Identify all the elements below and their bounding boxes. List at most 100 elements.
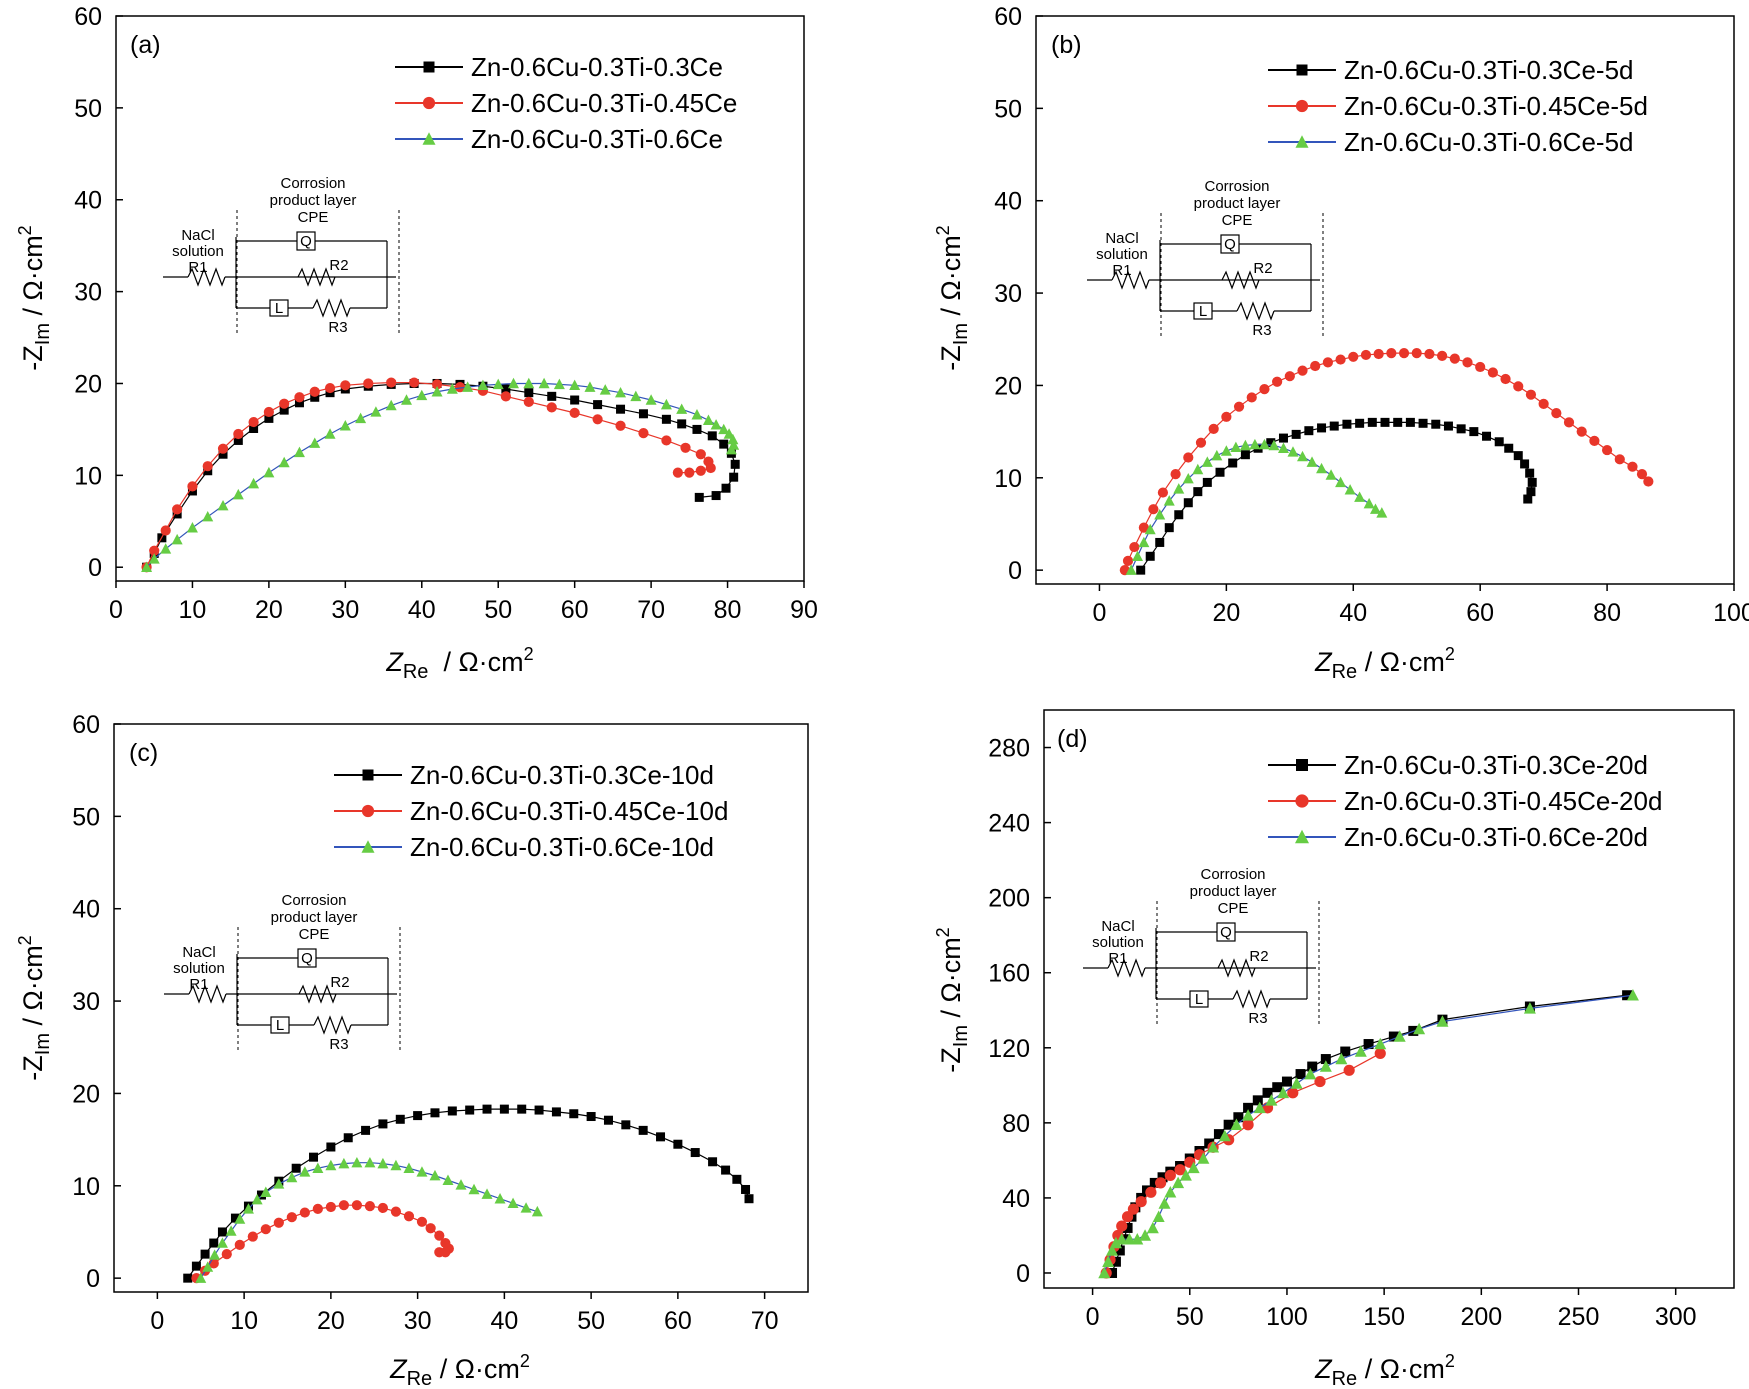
data-point [482,1104,492,1114]
data-point [1155,1177,1167,1189]
data-point [340,380,351,391]
data-point [1335,354,1346,365]
x-axis-title-c: ZRe / Ω·cm2 [389,1351,530,1389]
data-point [1233,401,1245,412]
data-point [416,1216,428,1227]
legend-label: Zn-0.6Cu-0.3Ti-0.3Ce-5d [1344,55,1634,85]
panel-a: NaCl solution R1 Corrosion product layer… [15,3,818,683]
data-point [1145,1186,1157,1198]
data-point [1398,348,1410,359]
y-tick-label: 60 [74,3,102,31]
data-point [1277,442,1289,453]
y-title-sub: Im [950,323,972,345]
data-point [217,499,229,511]
data-point [1494,437,1504,447]
data-point [727,433,739,445]
data-point [325,1159,337,1171]
y-axis-title-a: -ZIm / Ω·cm2 [15,225,54,370]
x-tick-label: 0 [109,596,123,624]
data-point [1316,462,1328,474]
y-tick-label: 40 [72,896,100,924]
circuit-label-r2: R2 [1249,948,1268,965]
data-point [1242,1109,1255,1121]
data-point [1563,417,1575,428]
legend-c: Zn-0.6Cu-0.3Ti-0.3Ce-10d Zn-0.6Cu-0.3Ti-0… [334,760,728,862]
data-point [278,456,290,468]
circuit-label-r1: R1 [189,976,208,993]
series-square [142,378,740,572]
data-point [499,1104,509,1114]
x-tick-label: 40 [490,1307,518,1335]
data-point [1114,1245,1125,1256]
series-triangle [1098,988,1639,1279]
circuit-label-corrosion: Corrosion [280,175,345,192]
x-tick-label: 80 [714,596,742,624]
circuit-label-r1: R1 [1108,950,1127,967]
plot-frame [113,723,809,1293]
data-point [186,521,198,533]
data-point [661,414,671,424]
data-point [370,406,382,417]
data-point [1220,445,1232,456]
data-point [1335,476,1347,488]
data-point [1272,376,1283,387]
data-point [1386,348,1397,359]
data-point [673,1139,683,1149]
series-triangle [141,377,740,572]
circuit-label-l: L [276,1017,284,1034]
data-point [416,389,428,401]
data-point [1221,411,1232,422]
legend-marker [1295,135,1309,148]
circuit-label-r1: R1 [188,259,207,276]
data-point [279,405,289,415]
data-point [553,378,565,390]
data-point [386,377,397,388]
circuit-label-r3: R3 [1252,322,1271,339]
data-point [1182,472,1194,484]
y-tick-label: 30 [74,279,102,307]
data-point [355,412,367,424]
panel-label-a: (a) [130,31,161,59]
circuit-label-cpe: CPE [299,926,330,943]
circuit-label-cpe: CPE [298,209,329,226]
x-tick-label: 20 [1212,599,1240,627]
circuit-label-r3: R3 [328,319,347,336]
x-tick-label: 0 [1086,1303,1100,1331]
y-tick-label: 60 [72,711,100,739]
x-tick-label: 90 [790,596,818,624]
data-point [1523,494,1533,504]
plot-frame [115,15,805,582]
y-tick-label: 120 [988,1035,1030,1063]
legend-a: Zn-0.6Cu-0.3Ti-0.3Ce Zn-0.6Cu-0.3Ti-0.45C… [395,52,737,154]
x-title-rest: / Ω·cm [428,647,523,677]
data-point [1287,446,1299,457]
data-point [216,1237,228,1248]
circuit-label-solution: solution [172,243,224,260]
data-point [684,467,695,478]
data-point [638,409,648,419]
y-title-sub: Im [32,1033,54,1055]
data-point [1487,367,1498,378]
y-tick-label: 160 [988,960,1030,988]
y-tick-label: 50 [74,95,102,123]
legend-marker [1295,99,1309,113]
data-point [477,379,489,391]
data-point [1106,1244,1119,1256]
y-title-main: -Z [18,345,48,370]
data-point [1122,1222,1133,1233]
data-point [492,378,504,390]
data-point [1233,1112,1244,1123]
data-point [1335,1052,1348,1065]
legend-label: Zn-0.6Cu-0.3Ti-0.3Ce-10d [410,760,714,790]
x-title-rest: / Ω·cm [432,1354,520,1384]
x-tick-label: 70 [637,596,665,624]
data-point [1218,1129,1231,1142]
y-title-sup: 2 [15,935,35,945]
data-point [1164,1169,1176,1182]
series-c [183,1104,754,1284]
data-point [234,1239,245,1250]
data-point [1626,988,1639,1001]
data-point [517,1104,527,1114]
data-point [351,1200,362,1211]
data-point [1576,426,1587,437]
